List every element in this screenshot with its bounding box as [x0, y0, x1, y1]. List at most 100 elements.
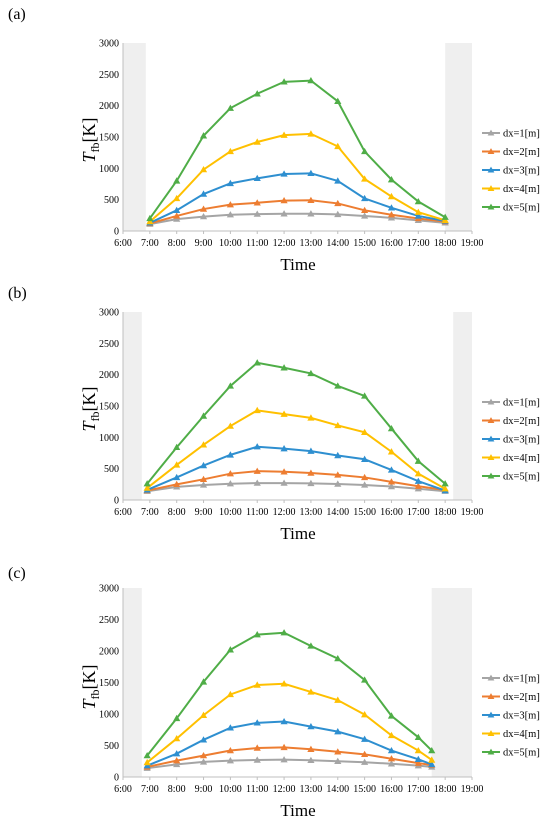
x-tick-label: 8:00 — [168, 507, 186, 518]
x-tick-label: 19:00 — [461, 238, 484, 249]
data-point — [226, 451, 234, 458]
data-point — [226, 646, 234, 653]
legend-marker — [487, 693, 495, 700]
data-point — [334, 480, 342, 487]
data-point — [361, 212, 369, 219]
data-point — [226, 211, 234, 218]
data-point — [173, 750, 181, 757]
data-point — [226, 201, 234, 208]
data-point — [361, 711, 369, 718]
data-point — [199, 481, 208, 488]
data-point — [143, 484, 151, 491]
legend-entry-5: dx=5[m] — [482, 203, 540, 214]
data-point — [307, 210, 315, 217]
data-point — [226, 724, 234, 731]
x-tick-label: 17:00 — [407, 507, 430, 518]
legend-entry-4: dx=4[m] — [482, 453, 540, 464]
data-point — [414, 477, 422, 484]
data-point — [253, 467, 261, 474]
data-point — [334, 210, 342, 218]
data-point — [280, 197, 288, 204]
series-line-2 — [149, 199, 446, 225]
x-tick-label: 18:00 — [434, 507, 457, 518]
x-tick-label: 14:00 — [326, 507, 349, 518]
data-point — [361, 147, 369, 155]
y-tick-label: 1500 — [99, 133, 119, 144]
x-tick-label: 18:00 — [434, 784, 457, 795]
data-point — [307, 130, 315, 137]
data-point — [361, 206, 369, 214]
legend-label: dx=1[m] — [503, 674, 540, 685]
legend-entry-3: dx=3[m] — [482, 711, 540, 722]
x-tick-label: 7:00 — [141, 784, 159, 795]
data-point — [280, 717, 288, 725]
data-point — [387, 204, 396, 211]
data-point — [199, 475, 208, 483]
legend-entry-5: dx=5[m] — [482, 472, 540, 483]
data-point — [387, 192, 396, 200]
legend-entry-2: dx=2[m] — [482, 692, 540, 703]
x-tick-label: 10:00 — [219, 784, 242, 795]
series-line-4 — [146, 682, 433, 764]
data-point — [253, 744, 261, 751]
data-point — [387, 478, 396, 485]
legend-entry-2: dx=2[m] — [482, 147, 540, 158]
data-point — [414, 733, 422, 741]
data-point — [280, 78, 288, 85]
x-tick-label: 12:00 — [273, 238, 296, 249]
data-point — [441, 480, 449, 487]
shaded-region-1 — [123, 588, 142, 777]
x-tick-label: 9:00 — [195, 784, 213, 795]
data-point — [387, 760, 396, 767]
y-axis-label-main: T — [79, 698, 99, 710]
data-point — [173, 461, 181, 468]
data-point — [226, 480, 234, 487]
data-point — [361, 428, 369, 436]
data-point — [441, 485, 449, 492]
y-axis-label-sub: fb — [88, 411, 102, 421]
data-point — [428, 746, 436, 754]
x-tick-label: 16:00 — [380, 784, 403, 795]
data-point — [428, 760, 436, 768]
data-point — [428, 756, 436, 763]
data-point — [173, 734, 181, 742]
x-tick-label: 13:00 — [300, 238, 323, 249]
data-point — [199, 751, 208, 759]
data-point — [387, 731, 396, 739]
data-point — [361, 758, 369, 765]
y-axis-label-main: T — [79, 420, 99, 432]
data-point — [173, 714, 181, 722]
legend-marker — [487, 472, 495, 479]
data-point — [307, 479, 315, 487]
x-tick-label: 15:00 — [353, 784, 376, 795]
data-point — [387, 712, 396, 719]
data-point — [253, 719, 261, 726]
panel-label: (c) — [8, 565, 26, 582]
legend-marker — [487, 398, 495, 405]
data-point — [280, 756, 288, 763]
data-point — [441, 213, 449, 220]
data-point — [334, 654, 342, 662]
legend-label: dx=3[m] — [503, 166, 540, 177]
data-point — [173, 443, 181, 451]
data-point — [226, 690, 234, 698]
data-point — [307, 196, 315, 203]
data-point — [146, 214, 154, 222]
legend-label: dx=1[m] — [503, 129, 540, 140]
x-axis-label: Time — [280, 255, 315, 274]
data-point — [387, 755, 396, 762]
data-point — [173, 760, 181, 768]
data-point — [361, 735, 369, 742]
data-point — [173, 473, 181, 481]
legend-label: dx=4[m] — [503, 184, 540, 195]
data-point — [280, 364, 288, 371]
legend-marker — [487, 674, 495, 681]
legend-label: dx=4[m] — [503, 453, 540, 464]
y-tick-label: 0 — [114, 227, 119, 238]
data-point — [199, 412, 208, 419]
y-tick-label: 3000 — [99, 584, 119, 595]
data-point — [253, 210, 261, 217]
y-tick-label: 2500 — [99, 339, 119, 350]
x-tick-label: 18:00 — [434, 238, 457, 249]
legend-marker — [487, 148, 495, 155]
